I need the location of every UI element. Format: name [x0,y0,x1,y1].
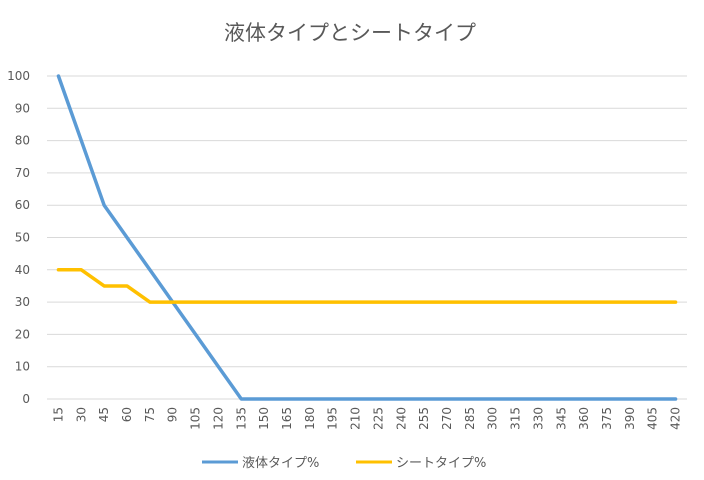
x-tick-label: 225 [371,407,385,430]
x-tick-label: 420 [669,407,683,430]
y-tick-label: 60 [15,198,30,212]
x-tick-label: 120 [211,407,225,430]
y-tick-label: 20 [15,327,30,341]
y-tick-label: 30 [15,295,30,309]
series-line-1 [56,268,678,304]
y-tick-label: 10 [15,360,30,374]
gridlines [47,75,687,368]
series-lines [56,74,678,401]
x-tick-label: 255 [417,407,431,430]
x-tick-label: 210 [349,407,363,430]
y-tick-label: 0 [22,392,30,406]
x-tick-label: 60 [120,407,134,422]
x-tick-label: 390 [623,407,637,430]
legend: 液体タイプ% シートタイプ% [202,456,486,471]
x-tick-label: 165 [280,407,294,430]
series-line-0 [56,74,678,401]
x-tick-label: 300 [486,407,500,430]
x-tick-label: 90 [166,407,180,422]
y-tick-label: 50 [15,231,30,245]
y-tick-label: 80 [15,134,30,148]
x-tick-label: 330 [531,407,545,430]
x-tick-label: 345 [554,407,568,430]
x-tick-label: 195 [326,407,340,430]
y-tick-label: 90 [15,101,30,115]
x-tick-label: 315 [509,407,523,430]
chart-title: 液体タイプとシートタイプ [224,21,476,45]
x-tick-label: 75 [143,407,157,422]
axes: 0 10 20 30 40 50 60 70 80 90 100 15 30 45 60 75 90 105 120… [7,69,687,430]
x-tick-label: 375 [600,407,614,430]
y-tick-label: 40 [15,263,30,277]
x-tick-label: 150 [257,407,271,430]
x-tick-label: 135 [234,407,248,430]
x-tick-label: 15 [51,407,65,422]
x-tick-label: 240 [394,407,408,430]
x-tick-label: 360 [577,407,591,430]
x-tick-label: 405 [646,407,660,430]
legend-label-liquid: 液体タイプ% [242,456,319,471]
x-tick-label: 270 [440,407,454,430]
legend-label-sheet: シートタイプ% [396,456,486,471]
y-tick-label: 70 [15,166,30,180]
x-tick-label: 105 [189,407,203,430]
y-tick-label: 100 [7,69,30,83]
x-tick-label: 30 [74,407,88,422]
x-tick-label: 285 [463,407,477,430]
x-tick-label: 180 [303,407,317,430]
x-tick-label: 45 [97,407,111,422]
